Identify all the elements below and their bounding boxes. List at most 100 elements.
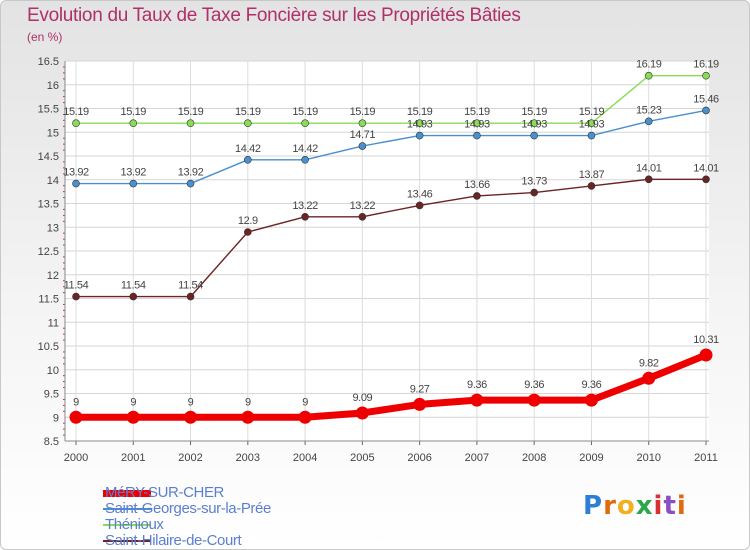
data-label: 9.82: [639, 357, 659, 369]
data-point: [644, 117, 653, 126]
series-line-3: [72, 351, 710, 421]
data-label: 15.19: [292, 106, 318, 118]
data-point: [355, 406, 369, 420]
data-label: 14.93: [407, 119, 433, 131]
y-tick-label: 10.5: [38, 341, 59, 353]
data-label: 13.46: [407, 188, 433, 200]
data-point: [244, 156, 252, 164]
y-tick-label: 11.5: [38, 294, 59, 306]
data-point: [530, 131, 538, 140]
data-label: 13.66: [464, 179, 490, 191]
data-point: [702, 71, 710, 80]
data-label: 9.36: [582, 379, 602, 391]
data-point: [301, 119, 309, 128]
y-tick-label: 13.5: [38, 199, 59, 211]
logo-letter: r: [603, 491, 617, 521]
data-label: 11.54: [64, 280, 89, 292]
data-label: 15.19: [521, 106, 547, 118]
logo-letter: i: [653, 491, 664, 521]
data-label: 13.22: [350, 200, 376, 212]
grid: [65, 60, 709, 442]
data-point: [301, 213, 309, 221]
legend-swatch-saint-hilaire: [103, 540, 151, 542]
chart-title: Evolution du Taux de Taxe Foncière sur l…: [27, 5, 521, 26]
y-tick-label: 10: [47, 365, 59, 377]
data-label: 9: [302, 396, 308, 408]
data-point: [587, 182, 596, 190]
data-point: [186, 292, 195, 301]
x-tick-label: 2005: [350, 452, 374, 464]
series-line-1: [75, 75, 707, 124]
logo-letter: P: [583, 491, 604, 521]
data-point: [358, 119, 367, 128]
data-point: [72, 179, 80, 188]
x-tick-label: 2004: [293, 452, 317, 464]
data-point: [358, 142, 367, 150]
data-label: 9.36: [524, 379, 544, 391]
data-label: 16.19: [693, 59, 719, 71]
data-label: 13.22: [292, 200, 318, 212]
data-label: 10.31: [693, 334, 719, 346]
legend-swatch-mery: [103, 490, 151, 497]
data-point: [415, 119, 424, 128]
data-label: 15.19: [63, 106, 89, 118]
data-label: 9: [245, 396, 251, 408]
data-point: [644, 71, 653, 80]
data-point: [244, 119, 252, 128]
data-label: 14.01: [636, 162, 662, 174]
data-point: [702, 175, 710, 184]
legend-item-thenioux: Thénioux: [105, 516, 164, 533]
series-layer: [69, 71, 713, 424]
data-point: [413, 397, 427, 411]
data-point: [527, 393, 541, 407]
axes: 8.5 9 9.5 10 10.5 11 11.5 12 12.5 13 13.5 14 14.5 15 1…: [38, 56, 718, 464]
logo-letter: o: [616, 491, 636, 521]
x-tick-label: 2011: [694, 452, 718, 464]
data-label: 15.19: [579, 106, 605, 118]
x-tick-label: 2003: [236, 452, 260, 464]
data-point: [587, 119, 596, 128]
data-point: [699, 348, 713, 362]
data-label: 13.92: [178, 167, 204, 179]
y-tick-label: 15: [47, 127, 59, 139]
data-label: 15.23: [636, 104, 662, 116]
data-label: 16.19: [636, 59, 662, 71]
legend-item-mery: MéRY-SUR-CHER: [105, 484, 224, 501]
data-point: [473, 131, 481, 140]
data-label: 15.46: [693, 93, 719, 105]
y-tick-label: 8.5: [44, 436, 59, 448]
data-point: [473, 192, 481, 200]
series-line-0: [75, 178, 707, 298]
y-tick-label: 14: [47, 175, 59, 187]
x-tick-label: 2000: [64, 452, 88, 464]
data-label: 14.71: [350, 129, 376, 141]
data-point: [126, 410, 140, 424]
logo-letter: i: [676, 491, 687, 521]
data-point: [415, 201, 424, 210]
y-tick-label: 16: [47, 80, 59, 92]
x-tick-label: 2007: [465, 452, 489, 464]
data-point: [415, 131, 424, 140]
data-label: 15.19: [121, 106, 147, 118]
data-point: [642, 371, 656, 385]
data-point: [298, 410, 312, 424]
x-tick-label: 2008: [522, 452, 546, 464]
data-point: [72, 119, 80, 128]
data-point: [241, 410, 255, 424]
data-label: 9.36: [467, 379, 487, 391]
data-label: 14.93: [464, 119, 490, 131]
data-point: [644, 175, 653, 184]
data-label: 9.27: [410, 383, 430, 395]
x-tick-label: 2006: [407, 452, 431, 464]
x-tick-label: 2002: [178, 452, 202, 464]
data-label: 12.9: [238, 215, 258, 227]
y-tick-label: 15.5: [38, 104, 59, 116]
logo-letter: x: [635, 491, 654, 521]
data-label: 9: [130, 396, 136, 408]
data-label: 15.19: [350, 106, 376, 118]
legend-item-saint-hilaire: Saint-Hilaire-de-Court: [105, 532, 242, 549]
y-tick-label: 11: [48, 317, 59, 329]
data-label: 13.92: [121, 167, 147, 179]
